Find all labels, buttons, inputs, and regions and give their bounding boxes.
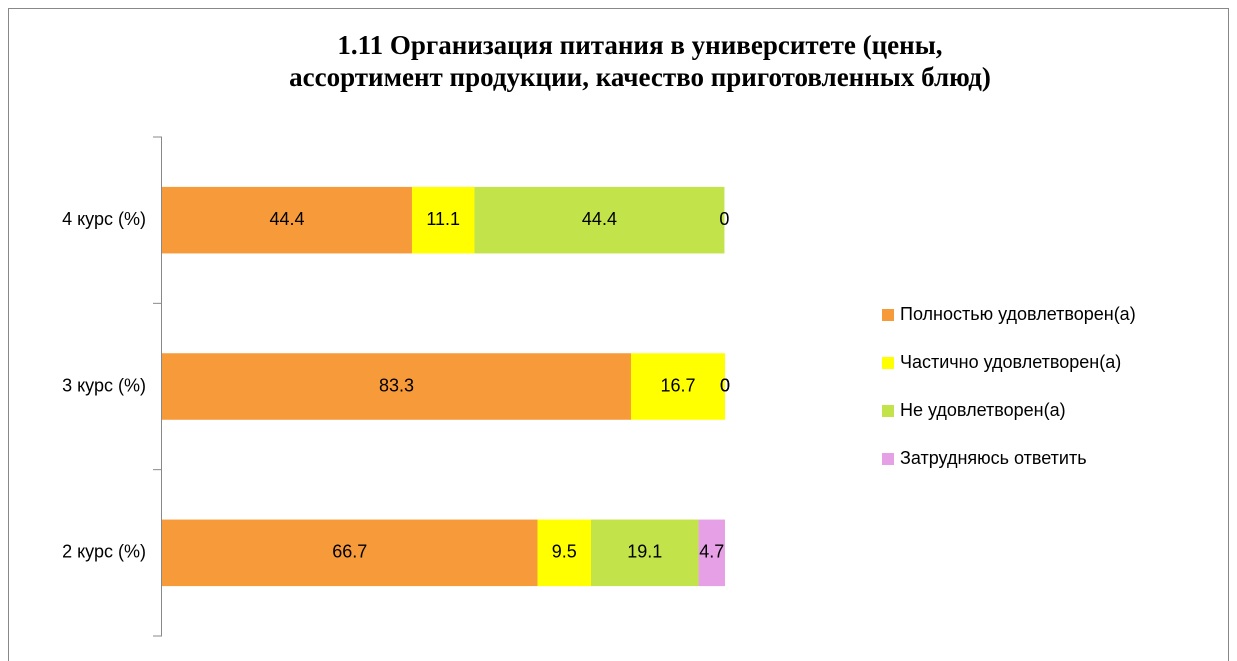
bar-segment (591, 519, 699, 587)
bar-segment (630, 353, 725, 420)
y-tick-label: 2 курс (%) (62, 542, 146, 562)
data-label: 4.7 (699, 542, 724, 562)
chart-title: 1.11 Организация питания в университете … (337, 30, 942, 60)
legend-label: Не удовлетворен(а) (900, 400, 1066, 420)
legend-label: Частично удовлетворен(а) (900, 352, 1121, 372)
legend-swatch (882, 405, 894, 417)
data-label: 44.4 (269, 209, 304, 229)
bar-segment (162, 186, 412, 254)
data-label: 11.1 (426, 209, 460, 229)
bar-segment (411, 186, 475, 254)
data-label: 16.7 (660, 375, 695, 395)
legend-swatch (882, 453, 894, 465)
legend-label: Затрудняюсь ответить (900, 448, 1087, 468)
data-label: 0 (720, 375, 730, 395)
data-label: 66.7 (332, 542, 367, 562)
legend-swatch (882, 309, 894, 321)
data-label: 0 (720, 375, 730, 395)
y-tick-label: 3 курс (%) (62, 375, 146, 395)
data-label: 0 (719, 209, 729, 229)
legend-swatch (882, 357, 894, 369)
data-label: 19.1 (627, 542, 662, 562)
bar-segment (474, 186, 725, 254)
bar-segment (537, 519, 592, 587)
bar-segment (698, 519, 725, 587)
bar-segment (162, 353, 631, 420)
data-label: 83.3 (379, 375, 414, 395)
y-tick-label: 4 курс (%) (62, 209, 146, 229)
bar-segment (162, 519, 538, 587)
legend-label: Полностью удовлетворен(а) (900, 304, 1136, 324)
data-label: 9.5 (552, 542, 577, 562)
chart-title: ассортимент продукции, качество приготов… (289, 62, 991, 92)
data-label: 44.4 (582, 209, 617, 229)
